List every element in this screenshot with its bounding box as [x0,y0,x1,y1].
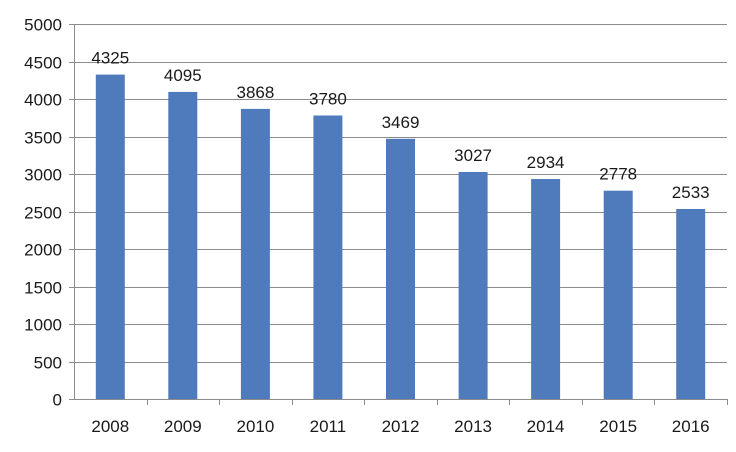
data-label-2013: 3027 [454,146,492,165]
x-tick-label-2010: 2010 [236,417,274,436]
x-tick-label-2014: 2014 [527,417,565,436]
y-tick-label: 0 [53,391,62,410]
y-tick-label: 500 [34,354,62,373]
y-tick-labels: 0 500 1000 1500 2000 2500 3000 3500 4000 4500 5000 [24,16,62,410]
data-label-2014: 2934 [527,153,565,172]
data-label-2012: 3469 [382,113,420,132]
bar-2010 [240,108,270,400]
x-tick-label-2009: 2009 [164,417,202,436]
data-label-2011: 3780 [309,90,347,109]
bar-2016 [676,209,706,399]
data-label-2010: 3868 [236,83,274,102]
bars [95,74,706,400]
bar-2012 [386,138,415,400]
data-label-2009: 4095 [164,66,202,85]
bar-2013 [458,172,488,399]
data-labels: 4325 4095 3868 3780 3469 3027 2934 2778 2533 [91,49,709,202]
y-tick-label: 2000 [24,241,62,260]
y-tick-label: 5000 [24,16,62,35]
x-tick-label-2016: 2016 [672,417,710,436]
y-tick-label: 4500 [24,54,62,73]
data-label-2015: 2778 [599,165,637,184]
x-tick-labels: 2008 2009 2010 2011 2012 2013 2014 2015 2016 [91,417,709,436]
bar-2011 [313,115,343,399]
x-tick-label-2013: 2013 [454,417,492,436]
y-tick-label: 3000 [24,166,62,185]
axes [69,24,728,405]
x-tick-label-2015: 2015 [599,417,637,436]
y-tick-label: 1500 [24,279,62,298]
bar-2015 [603,190,633,399]
y-tick-label: 4000 [24,91,62,110]
data-label-2016: 2533 [672,183,710,202]
y-tick-label: 2500 [24,204,62,223]
bar-2014 [531,179,561,399]
y-tick-label: 3500 [24,129,62,148]
bar-2008 [95,74,125,399]
data-label-2008: 4325 [91,49,129,68]
y-tick-label: 1000 [24,316,62,335]
x-tick-label-2008: 2008 [91,417,129,436]
x-tick-label-2012: 2012 [382,417,420,436]
bar-2009 [168,91,198,400]
x-tick-label-2011: 2011 [310,417,347,436]
